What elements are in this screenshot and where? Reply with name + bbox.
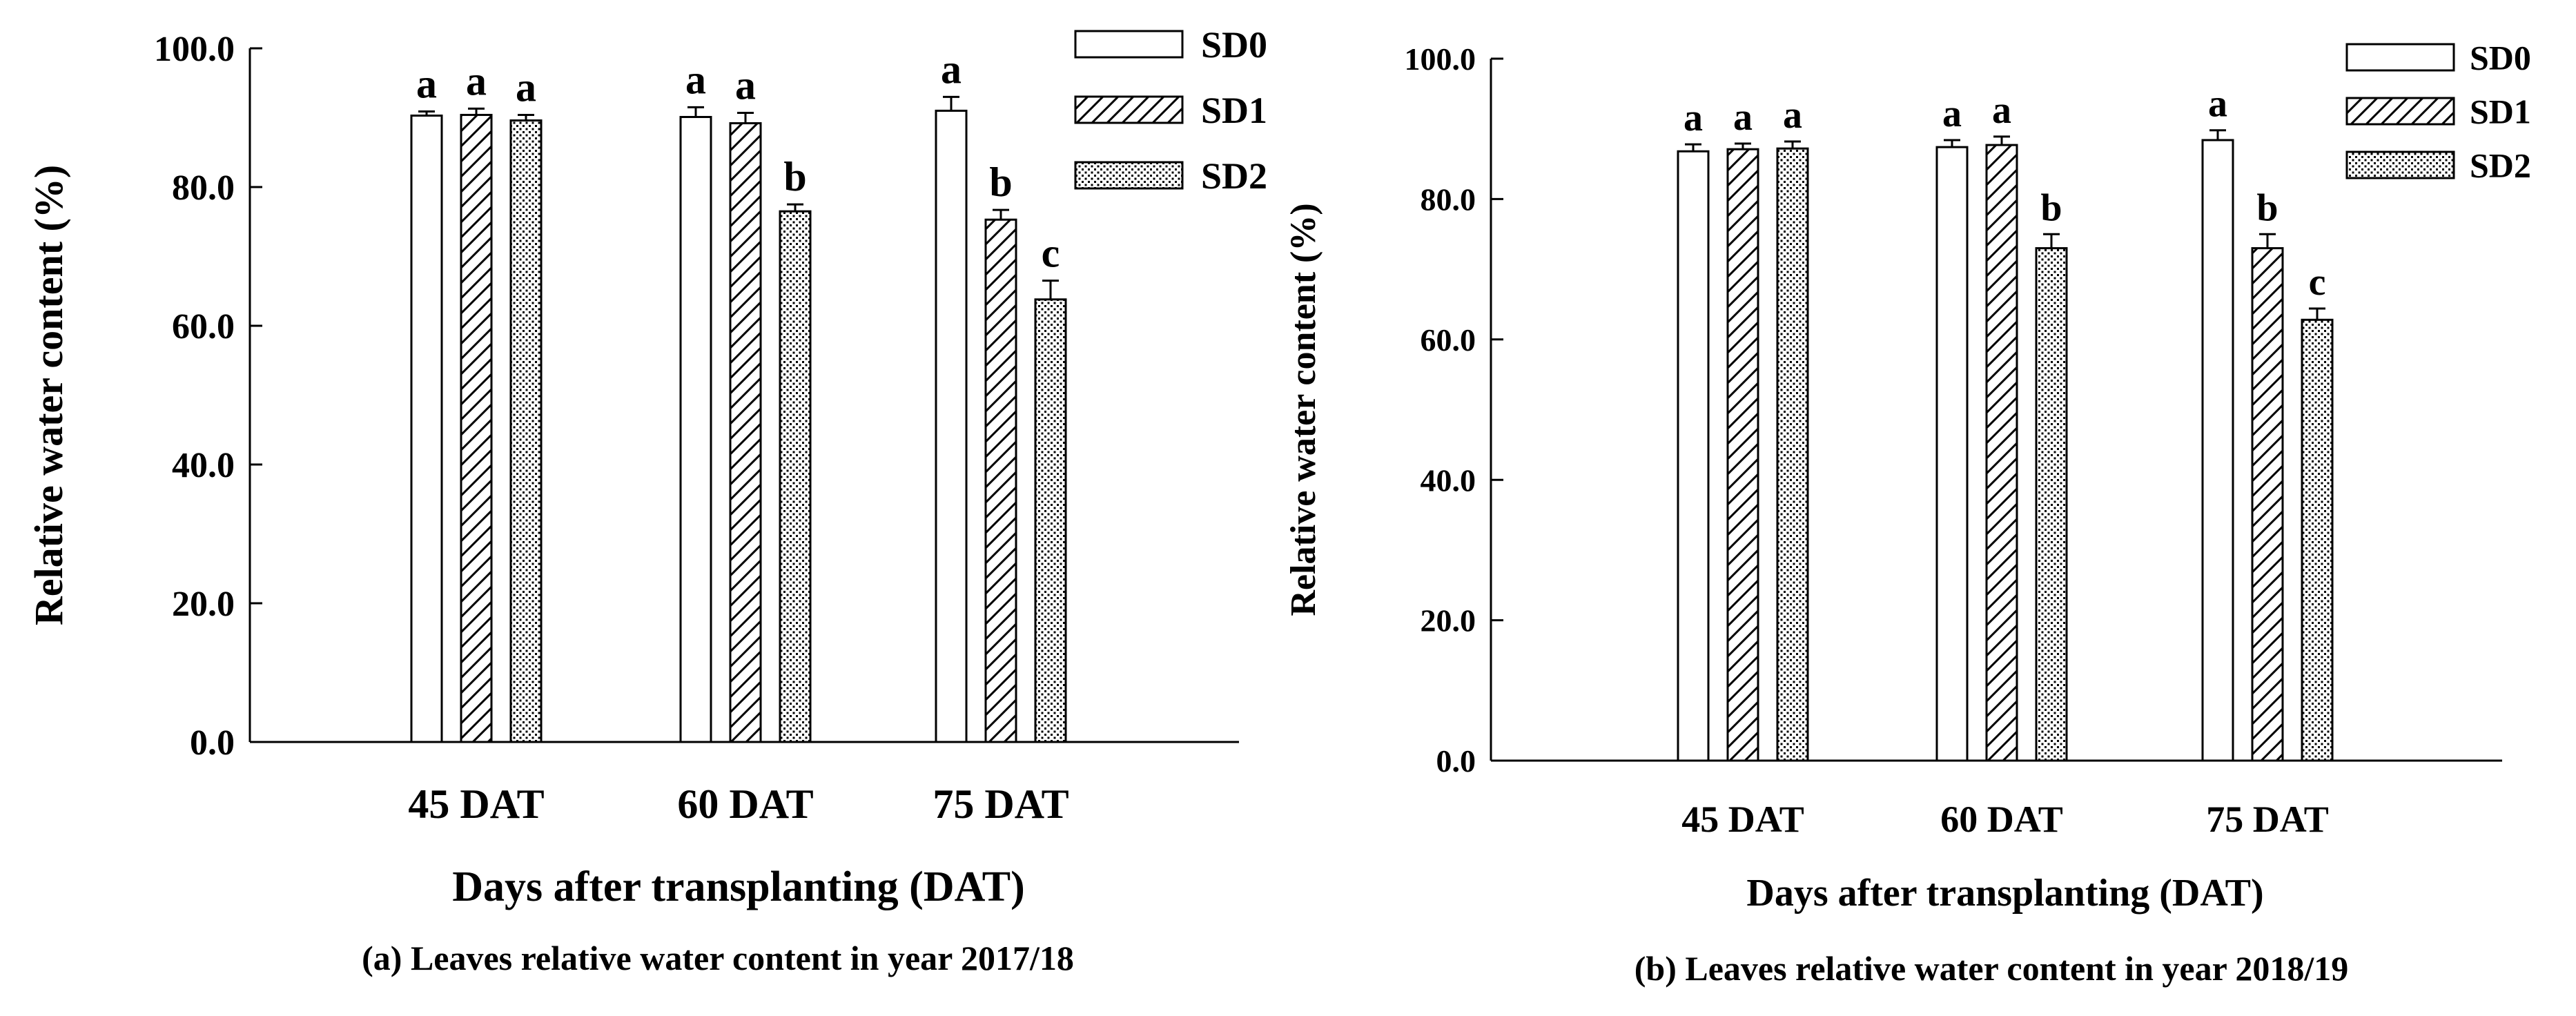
bar-SD1-75-DAT — [984, 218, 1017, 743]
significance-letter: a — [735, 62, 756, 108]
legend-label-SD2: SD2 — [1201, 155, 1267, 197]
y-tick-label: 100.0 — [1405, 41, 1476, 77]
y-tick-label: 100.0 — [154, 30, 235, 69]
y-tick-label: 80.0 — [172, 168, 235, 208]
y-tick-label: 60.0 — [172, 307, 235, 346]
legend-label-SD1: SD1 — [1201, 90, 1267, 131]
bar-SD2-45-DAT — [1776, 147, 1809, 762]
y-tick-label: 20.0 — [172, 585, 235, 624]
bar-SD1-60-DAT — [729, 122, 762, 743]
bar-SD0-75-DAT — [2201, 139, 2234, 762]
bar-SD1-45-DAT — [460, 113, 493, 743]
bar-SD1-60-DAT — [1985, 144, 2018, 762]
bar-SD2-75-DAT — [2301, 318, 2334, 762]
y-tick-label: 80.0 — [1421, 182, 1476, 217]
y-axis-label: Relative water content (%) — [1284, 203, 1323, 616]
legend-swatch-SD2 — [2345, 150, 2455, 179]
chart-panel-a: 0.0 20.0 40.0 60.0 80.0 100.0 Relative water c… — [26, 24, 1267, 977]
y-tick-label: 40.0 — [1421, 462, 1476, 498]
significance-letter: a — [1733, 96, 1753, 139]
legend-swatch-SD0 — [2345, 43, 2455, 72]
significance-letter: a — [941, 46, 962, 92]
legend-label-SD2: SD2 — [2470, 146, 2531, 185]
legend-label-SD0: SD0 — [2470, 39, 2531, 77]
x-tick-label: 45 DAT — [408, 781, 544, 827]
y-tick-label: 0.0 — [190, 723, 235, 763]
legend-swatch-SD2 — [1074, 161, 1184, 190]
y-axis-label: Relative water content (%) — [26, 165, 71, 625]
significance-letter: b — [989, 159, 1012, 205]
significance-letter: a — [1684, 97, 1703, 139]
chart-panel-b: 0.0 20.0 40.0 60.0 80.0 100.0 Relative water c… — [1284, 39, 2531, 988]
legend-swatch-SD1 — [2345, 97, 2455, 126]
bar-SD1-45-DAT — [1726, 148, 1759, 762]
bar-SD2-60-DAT — [2035, 247, 2068, 762]
significance-letter: a — [466, 58, 487, 104]
y-tick-label: 20.0 — [1421, 603, 1476, 638]
significance-letter: a — [1942, 92, 1962, 135]
legend-label-SD0: SD0 — [1201, 24, 1267, 66]
x-tick-label: 75 DAT — [933, 781, 1069, 827]
legend-label-SD1: SD1 — [2470, 92, 2531, 131]
x-tick-label: 60 DAT — [677, 781, 813, 827]
significance-letter: a — [1783, 94, 1802, 137]
chart-caption: (b) Leaves relative water content in yea… — [1635, 949, 2349, 988]
bar-SD0-45-DAT — [410, 114, 443, 743]
significance-letter: c — [2309, 261, 2326, 304]
bar-SD1-75-DAT — [2251, 247, 2284, 762]
bar-SD0-60-DAT — [1935, 146, 1969, 762]
legend-swatch-SD0 — [1074, 30, 1184, 59]
significance-letter: b — [2040, 186, 2062, 229]
y-tick-label: 40.0 — [172, 446, 235, 485]
bar-SD0-45-DAT — [1677, 150, 1710, 762]
legend: SD0 SD1 SD2 — [2345, 39, 2531, 185]
significance-letter: a — [1992, 89, 2011, 132]
x-tick-label: 60 DAT — [1940, 799, 2063, 840]
bar-SD2-60-DAT — [779, 210, 812, 743]
significance-letter: b — [783, 154, 806, 199]
x-tick-label: 45 DAT — [1681, 799, 1804, 840]
bar-SD2-45-DAT — [509, 119, 543, 743]
significance-letter: c — [1042, 231, 1060, 276]
significance-letter: a — [685, 57, 706, 102]
significance-letter: a — [416, 61, 437, 106]
bar-SD0-60-DAT — [679, 115, 712, 743]
x-axis-label: Days after transplanting (DAT) — [452, 863, 1025, 910]
y-tick-label: 0.0 — [1436, 743, 1476, 779]
legend-swatch-SD1 — [1074, 95, 1184, 124]
chart-caption: (a) Leaves relative water content in yea… — [362, 939, 1074, 977]
significance-letter: a — [2208, 83, 2227, 126]
significance-letter: a — [516, 64, 536, 110]
significance-letter: b — [2256, 186, 2278, 229]
y-tick-label: 60.0 — [1421, 322, 1476, 358]
bar-SD2-75-DAT — [1034, 298, 1067, 743]
bar-SD0-75-DAT — [935, 109, 968, 743]
x-tick-label: 75 DAT — [2206, 799, 2329, 840]
legend: SD0 SD1 SD2 — [1074, 24, 1267, 197]
x-axis-label: Days after transplanting (DAT) — [1746, 872, 2263, 915]
